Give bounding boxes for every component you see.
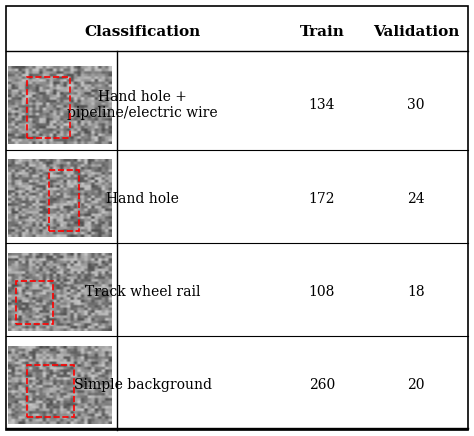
Text: Track wheel rail: Track wheel rail	[85, 285, 201, 299]
Bar	[9, 66, 112, 144]
Bar	[48, 170, 79, 231]
Bar	[9, 160, 112, 238]
Text: Hand hole +
pipeline/electric wire: Hand hole + pipeline/electric wire	[67, 90, 218, 120]
Text: Train: Train	[300, 25, 344, 39]
Text: Hand hole: Hand hole	[106, 191, 179, 205]
Text: Validation: Validation	[373, 25, 459, 39]
Bar	[16, 281, 53, 324]
Bar	[27, 365, 74, 417]
Text: 172: 172	[309, 191, 335, 205]
Text: 260: 260	[309, 378, 335, 392]
Text: 108: 108	[309, 285, 335, 299]
Text: 18: 18	[407, 285, 425, 299]
Text: 30: 30	[407, 99, 425, 112]
Bar	[9, 346, 112, 424]
Bar	[9, 252, 112, 330]
Bar	[27, 77, 70, 138]
Text: Classification: Classification	[85, 25, 201, 39]
Text: 20: 20	[407, 378, 425, 392]
Text: 24: 24	[407, 191, 425, 205]
Text: Simple background: Simple background	[74, 378, 212, 392]
Text: 134: 134	[309, 99, 335, 112]
